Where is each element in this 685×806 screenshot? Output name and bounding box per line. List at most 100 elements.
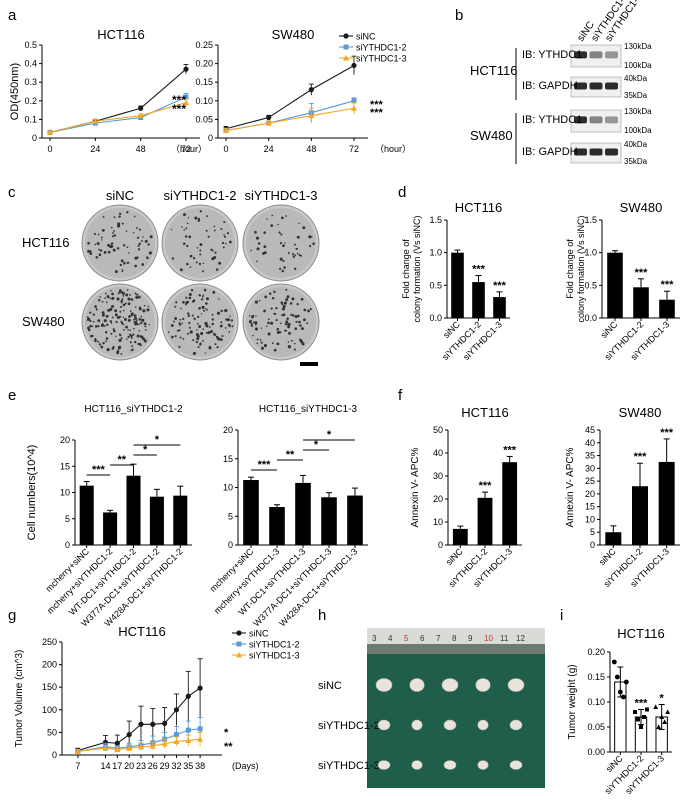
tumor-sample xyxy=(375,678,393,692)
colony-dot xyxy=(122,316,125,319)
colony-dot xyxy=(94,305,97,308)
colony-dot xyxy=(103,313,105,316)
y-tick-label: 0 xyxy=(208,133,213,143)
y-axis-label: Fold change of xyxy=(401,239,411,299)
y-tick-label: 40 xyxy=(585,438,595,448)
y-axis-label: Cell numbers(10^4) xyxy=(26,445,38,541)
colony-dot xyxy=(139,344,142,347)
y-tick-label: 0.4 xyxy=(24,59,37,69)
colony-dot xyxy=(100,345,104,349)
colony-dot xyxy=(263,344,267,348)
colony-dot xyxy=(92,320,95,323)
tumor-sample xyxy=(409,678,425,692)
data-point xyxy=(614,674,620,680)
colony-dot xyxy=(176,329,179,332)
colony-dot xyxy=(186,244,189,248)
colony-dot xyxy=(254,327,258,331)
bar xyxy=(347,495,363,545)
colony-dot xyxy=(111,297,114,300)
colony-dot xyxy=(143,304,146,307)
data-point xyxy=(114,746,121,753)
colony-dot xyxy=(122,295,125,297)
tumor-sample xyxy=(411,719,423,731)
data-point xyxy=(126,732,132,738)
colony-dot xyxy=(138,323,140,326)
y-tick-label: 0 xyxy=(65,540,70,550)
colony-dot xyxy=(114,270,118,274)
blot-band xyxy=(574,116,587,124)
y-tick-label: 30 xyxy=(585,463,595,473)
colony-dot xyxy=(183,213,186,217)
bar xyxy=(126,475,141,545)
colony-dot xyxy=(282,259,285,263)
colony-dot xyxy=(255,323,257,326)
data-point xyxy=(266,114,272,121)
x-tick-label: 72 xyxy=(349,144,359,154)
x-tick-label: 26 xyxy=(148,761,158,771)
significance-label: * xyxy=(314,439,319,451)
colony-dot xyxy=(207,235,210,238)
significance-label: *** xyxy=(172,102,186,116)
colony-dot xyxy=(95,255,99,259)
colony-dot xyxy=(263,245,267,249)
colony-dot xyxy=(112,232,114,234)
y-tick-label: 0.0 xyxy=(429,313,442,323)
colony-dot xyxy=(170,324,174,327)
colony-dot xyxy=(110,242,113,245)
colony-dot xyxy=(118,345,122,349)
colony-dot xyxy=(259,339,262,341)
chart-d-sw480: 0.0 0.5 1.0 1.5 Fold change of colony formati… xyxy=(565,200,680,362)
tumor-sample xyxy=(477,760,489,770)
panel-letter-i: i xyxy=(560,607,563,624)
colony-dot xyxy=(298,222,300,225)
colony-dot xyxy=(185,296,188,299)
legend-label: siYTHDC1-3 xyxy=(249,651,300,661)
data-point xyxy=(265,120,272,126)
colony-dot xyxy=(124,302,127,305)
data-point xyxy=(138,721,144,727)
x-axis-unit: （hour） xyxy=(375,144,411,154)
colony-dot xyxy=(125,230,128,232)
bar xyxy=(632,486,648,545)
colony-dot xyxy=(215,268,219,271)
antibody-label: IB: GAPDH xyxy=(522,146,578,158)
colony-dot xyxy=(307,309,310,313)
data-point xyxy=(150,721,156,727)
x-tick-label: 20 xyxy=(124,761,134,771)
significance-label: * xyxy=(224,727,229,739)
colony-dot xyxy=(196,337,200,341)
colony-dot xyxy=(204,290,207,292)
colony-dot xyxy=(287,322,291,326)
marker-label: 35kDa xyxy=(624,157,648,166)
colony-dot xyxy=(303,308,307,312)
cell-line-label: HCT116 xyxy=(470,63,517,78)
y-axis-label: colony formation (Vs siNC) xyxy=(412,215,422,322)
colony-dot xyxy=(121,222,124,225)
bar xyxy=(493,297,506,318)
colony-dot xyxy=(117,222,121,226)
legend-label: siYTHDC1-2 xyxy=(356,43,407,53)
bar xyxy=(103,512,118,545)
colony-dot xyxy=(110,322,113,324)
bar xyxy=(659,299,675,318)
panel-letter-h: h xyxy=(318,607,326,624)
y-tick-label: 250 xyxy=(42,637,57,647)
y-tick-label: 5 xyxy=(65,514,70,524)
data-point xyxy=(137,112,144,119)
colony-dot xyxy=(119,263,122,267)
y-tick-label: 150 xyxy=(42,682,57,692)
colony-dot xyxy=(256,247,260,251)
colony-dot xyxy=(204,352,206,354)
colony-dot xyxy=(107,243,110,247)
colony-dot xyxy=(134,306,137,308)
colony-dot xyxy=(120,353,123,355)
colony-dot xyxy=(228,325,231,328)
bar xyxy=(295,482,311,545)
colony-dot xyxy=(299,255,302,257)
colony-dot xyxy=(129,341,132,344)
colony-dot xyxy=(121,270,124,273)
colony-dot xyxy=(285,298,289,302)
colony-dot xyxy=(126,261,130,265)
blot-band xyxy=(589,116,603,124)
colony-dot xyxy=(220,321,223,324)
